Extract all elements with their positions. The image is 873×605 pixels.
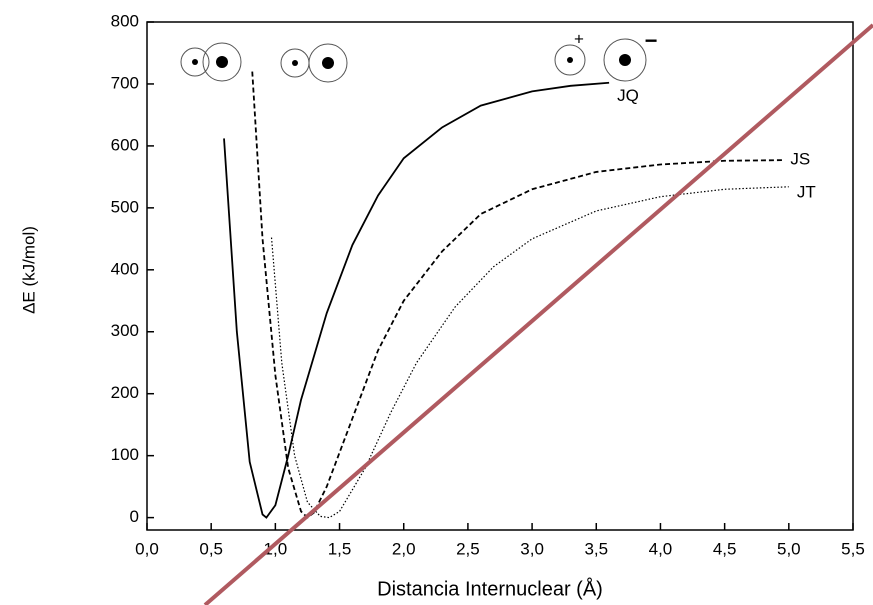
- y-tick-label: 600: [111, 135, 139, 154]
- charge-label: +: [574, 29, 584, 48]
- x-tick-label: 4,5: [713, 539, 737, 558]
- y-tick-label: 500: [111, 197, 139, 216]
- series-label: JS: [790, 150, 810, 169]
- curve: [251, 71, 783, 519]
- x-tick-label: 0,5: [199, 539, 223, 558]
- y-tick-label: 100: [111, 445, 139, 464]
- x-axis-label: Distancia Internuclear (Å): [377, 577, 603, 600]
- x-tick-label: 3,0: [520, 539, 544, 558]
- x-tick-label: 4,0: [649, 539, 673, 558]
- x-tick-label: 3,5: [584, 539, 608, 558]
- series-label: JT: [797, 182, 816, 201]
- x-tick-label: 1,5: [328, 539, 352, 558]
- x-tick-label: 0,0: [135, 539, 159, 558]
- series-label: JQ: [617, 86, 639, 105]
- atom-icons: [180, 38, 647, 83]
- y-axis-label: ΔE (kJ/mol): [19, 226, 38, 314]
- charge-label: −: [645, 28, 658, 53]
- nuclei: [192, 54, 631, 69]
- x-tick-label: 5,5: [841, 539, 865, 558]
- x-tick-label: 5,0: [777, 539, 801, 558]
- curve: [223, 81, 610, 519]
- plot: 0,0 0,5 1,0 1,5 2,0 2,5 3,0 3,5 4,0 4,5 5,0 5,5 0 100…: [111, 11, 865, 558]
- x-tick-label: 1,0: [264, 539, 288, 558]
- x-tick-label: 2,5: [456, 539, 480, 558]
- strike-line: [203, 23, 873, 605]
- x-tick-label: 2,0: [392, 539, 416, 558]
- curve: [270, 186, 789, 519]
- y-tick-label: 300: [111, 321, 139, 340]
- plot-frame: [146, 21, 854, 531]
- y-tick-label: 700: [111, 73, 139, 92]
- y-tick-label: 200: [111, 383, 139, 402]
- y-tick-label: 400: [111, 259, 139, 278]
- y-tick-label: 800: [111, 11, 139, 30]
- y-tick-label: 0: [130, 507, 139, 526]
